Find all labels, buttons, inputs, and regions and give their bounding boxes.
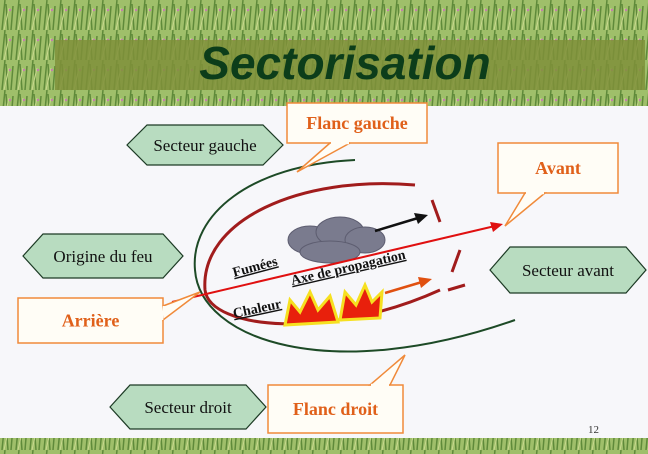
slide: Sectorisation Fumées Axe de propagation … (0, 0, 648, 454)
page-number: 12 (588, 424, 599, 436)
sector-label: Secteur avant (522, 261, 614, 280)
sector-label: Secteur gauche (153, 136, 256, 155)
sector-label: Origine du feu (53, 247, 153, 266)
bottom-band (0, 438, 648, 454)
callout-label: Avant (535, 158, 581, 178)
callout-label: Arrière (62, 311, 120, 331)
callout-label: Flanc droit (293, 399, 378, 419)
sector-label: Secteur droit (144, 398, 232, 417)
title: Sectorisation (199, 37, 490, 89)
callout-label: Flanc gauche (306, 113, 408, 133)
